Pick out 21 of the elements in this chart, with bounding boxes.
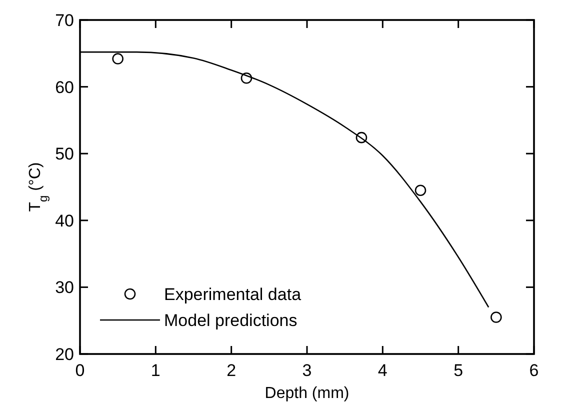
point: [112, 53, 124, 64]
y-tick-label: 20: [55, 345, 74, 364]
y-tick-label: 50: [55, 144, 74, 164]
x-tick-label: 1: [150, 361, 160, 380]
legend-label: Model predictions: [164, 311, 298, 330]
point: [414, 184, 426, 196]
legend-label: Experimental data: [164, 285, 302, 304]
y-tick-label: 60: [55, 78, 74, 97]
x-tick-label: 2: [226, 361, 236, 380]
y-tick-label: 30: [55, 278, 74, 298]
x-axis-title: Depth (mm): [264, 385, 350, 402]
y-tick-label: 70: [55, 11, 74, 30]
x-tick-label: 5: [454, 361, 464, 380]
point: [356, 132, 368, 144]
x-tick-label: 3: [302, 361, 312, 380]
point: [240, 72, 252, 84]
x-tick-label: 4: [378, 361, 388, 380]
x-tick-label: 6: [529, 361, 539, 380]
point: [490, 312, 502, 323]
y-tick-label: 40: [55, 211, 74, 230]
x-tick-label: 0: [75, 361, 85, 380]
